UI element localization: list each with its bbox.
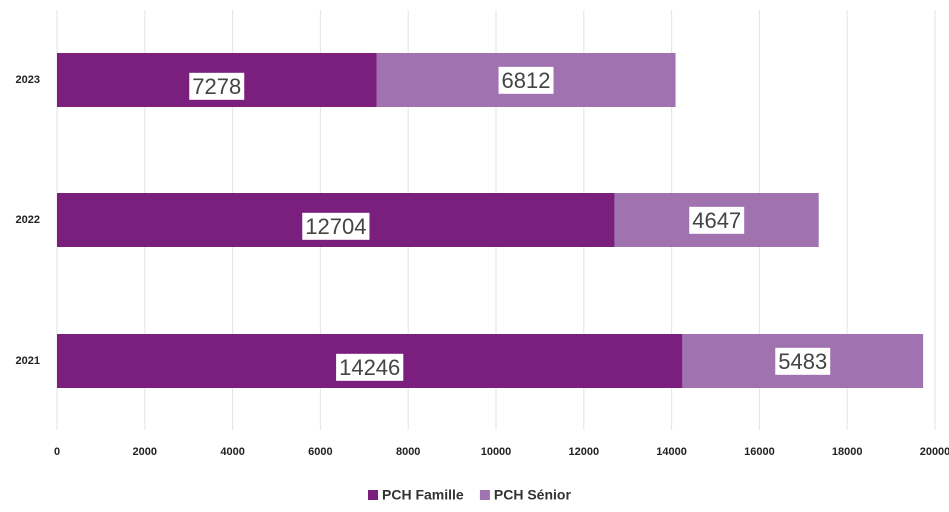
x-tick-label: 4000 <box>220 446 244 458</box>
x-tick-label: 0 <box>54 446 60 458</box>
legend-swatch <box>368 490 378 500</box>
x-tick-label: 12000 <box>569 446 600 458</box>
y-tick-label: 2021 <box>16 355 40 367</box>
legend-swatch <box>479 490 490 500</box>
value-label-box <box>189 72 245 100</box>
x-tick-label: 18000 <box>832 446 863 458</box>
legend-label: PCH Sénior <box>494 487 572 503</box>
value-label: 7278 <box>192 74 241 99</box>
value-label-box <box>302 212 370 240</box>
x-tick-label: 14000 <box>656 446 687 458</box>
x-tick-label: 10000 <box>481 446 512 458</box>
x-tick-label: 6000 <box>308 446 332 458</box>
y-tick-label: 2023 <box>16 74 40 86</box>
value-label: 14246 <box>339 355 400 380</box>
x-tick-label: 2000 <box>133 446 157 458</box>
y-tick-label: 2022 <box>16 214 40 226</box>
x-tick-label: 20000 <box>920 446 949 458</box>
value-label-box <box>689 206 745 234</box>
x-tick-label: 16000 <box>744 446 775 458</box>
value-label-box <box>498 66 554 94</box>
legend-label: PCH Famille <box>382 487 464 503</box>
value-label: 4647 <box>692 208 741 233</box>
value-label-box <box>775 347 831 375</box>
value-label-box <box>336 353 404 381</box>
value-label: 6812 <box>502 68 551 93</box>
value-label: 5483 <box>778 349 827 374</box>
x-tick-label: 8000 <box>396 446 420 458</box>
value-label: 12704 <box>305 214 366 239</box>
